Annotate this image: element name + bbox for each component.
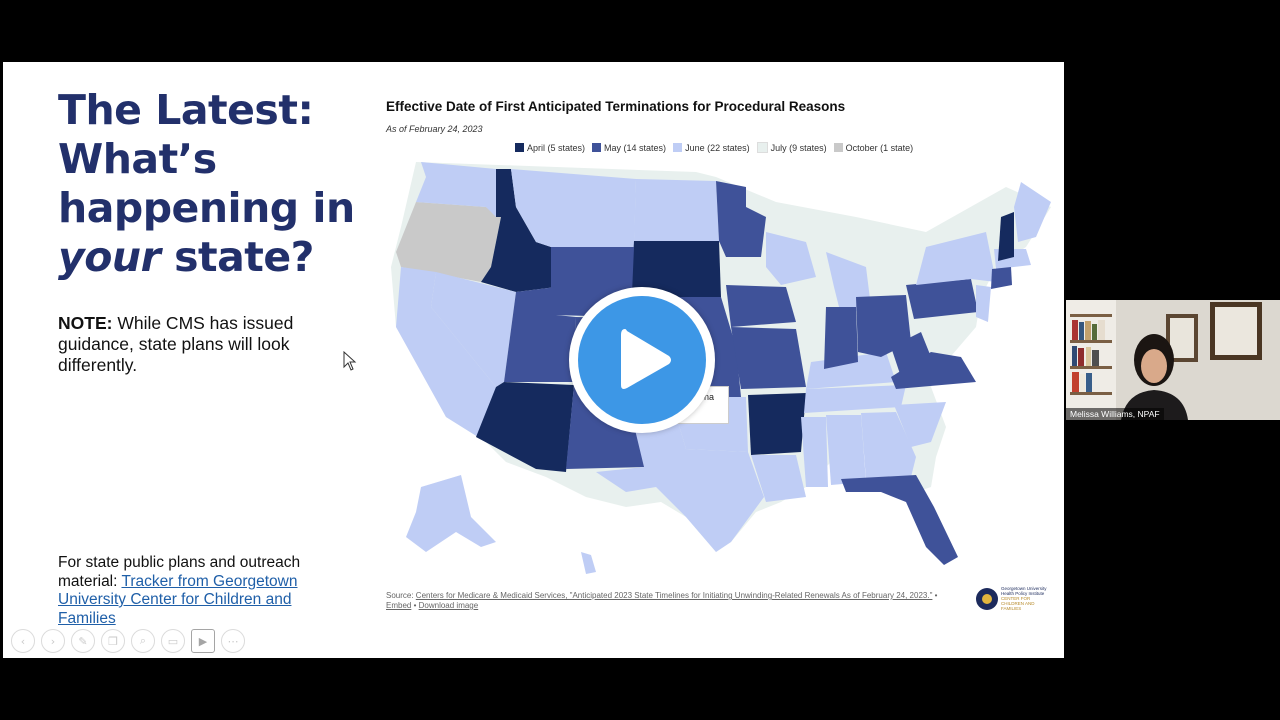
presentation-slide: The Latest: What’s happening in your sta… [3,62,1064,658]
legend-swatch [592,143,602,152]
state-arizona [476,382,574,472]
state-hawaii [581,552,596,574]
state-pennsylvania [906,279,978,319]
legend-item-june: June (22 states) [673,142,750,153]
download-image-link[interactable]: Download image [418,601,479,610]
state-california [396,267,496,442]
us-states-map [391,162,1051,574]
legend-label: May (14 states) [604,142,667,153]
chart-subtitle: As of February 24, 2023 [386,124,483,134]
state-washington [416,162,496,217]
state-minnesota [716,181,766,257]
participant-video-frame [1066,300,1280,420]
state-south-dakota [631,241,721,297]
legend-item-july: July (9 states) [756,142,827,153]
legend-swatch [756,142,768,153]
state-west-virginia [891,332,931,377]
state-wisconsin [766,232,816,285]
state-iowa [726,285,796,327]
legend-item-april: April (5 states) [515,142,585,153]
state-south-carolina [894,402,946,447]
headline-line-4: your state? [58,233,355,282]
legend-swatch [515,143,524,152]
logo-mark-icon [976,587,998,610]
logo-text: Georgetown University Health Policy Inst… [1001,586,1049,611]
state-new-york [916,232,996,285]
logo-title: Georgetown University Health Policy Inst… [1001,586,1047,596]
state-texas [596,413,764,552]
state-missouri [731,327,806,389]
tracker-text: For state public plans and outreach mate… [58,554,301,590]
legend-label: July (9 states) [770,142,827,153]
note-text: While CMS has issued guidance, state pla… [58,313,294,375]
back-icon[interactable]: ‹ [11,629,35,653]
play-icon[interactable]: › [41,629,65,653]
legend-item-may: May (14 states) [592,142,666,153]
chart-legend: April (5 states) May (14 states) June (2… [515,142,913,153]
state-maine [1014,182,1051,242]
headline-line-2: What’s [58,135,217,183]
state-tennessee [804,385,906,413]
state-arkansas [748,393,806,455]
state-montana [511,169,636,247]
participant-video-tile[interactable]: Melissa Williams, NPAF [1066,300,1280,420]
legend-swatch [673,143,683,152]
more-icon[interactable]: ⋯ [221,629,245,653]
legend-item-october: October (1 state) [833,142,914,153]
state-new-hampshire [998,212,1014,261]
mouse-pointer-icon [343,351,357,371]
chart-title: Effective Date of First Anticipated Term… [386,99,846,114]
participant-name-label: Melissa Williams, NPAF [1066,408,1164,420]
legend-label: June (22 states) [685,142,750,153]
legend-label: October (1 state) [845,142,914,153]
headline-line-4-rest: state? [160,233,314,281]
pen-icon[interactable]: ✎ [71,629,95,653]
georgetown-logo: Georgetown University Health Policy Inst… [976,586,1049,611]
chart-source: Source: Centers for Medicare & Medicaid … [386,591,938,610]
video-play-button[interactable] [569,287,715,433]
state-florida [841,475,958,565]
state-utah [504,287,576,382]
state-nevada [431,272,516,387]
headline-italic-word: your [58,233,161,281]
state-alaska [406,475,496,552]
legend-label: April (5 states) [527,142,586,153]
legend-swatch [833,143,843,152]
state-virginia [891,352,976,389]
slide-controls-toolbar: ‹ › ✎ ❐ ⌕ ▭ ▶ ⋯ [11,629,245,655]
slide-headline: The Latest: What’s happening in your sta… [58,86,355,282]
source-prefix: Source: [386,591,416,600]
state-north-dakota [634,179,719,241]
headline-line-3: happening in [58,184,355,232]
state-georgia [861,412,916,480]
logo-subtitle: CENTER FOR CHILDREN AND FAMILIES [1001,596,1035,611]
state-ohio [856,295,911,357]
state-new-jersey [976,285,991,322]
state-idaho [481,169,556,292]
subtitles-icon[interactable]: ▭ [161,629,185,653]
zoom-icon[interactable]: ⌕ [131,629,155,653]
state-mississippi [801,417,828,487]
state-indiana [824,307,858,369]
note-paragraph: NOTE: While CMS has issued guidance, sta… [58,313,308,376]
copy-icon[interactable]: ❐ [101,629,125,653]
tracker-link[interactable]: Tracker from Georgetown University Cente… [58,572,298,627]
state-connecticut [991,267,1012,289]
state-louisiana [751,455,806,502]
note-label: NOTE: [58,313,113,333]
video-icon[interactable]: ▶ [191,629,215,653]
tracker-paragraph: For state public plans and outreach mate… [58,554,328,628]
source-link[interactable]: Centers for Medicare & Medicaid Services… [415,591,933,600]
headline-line-1: The Latest: [58,86,314,134]
embed-link[interactable]: Embed [386,601,412,610]
state-alabama [826,415,866,485]
play-icon [621,329,671,389]
state-oregon [396,202,501,282]
